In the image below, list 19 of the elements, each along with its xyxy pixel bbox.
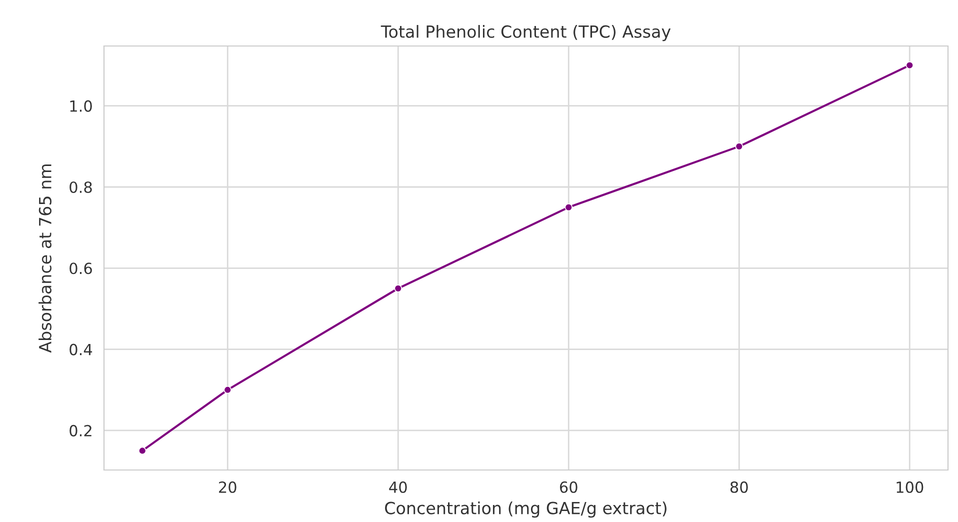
point bbox=[138, 446, 146, 455]
y-tick-label: 0.8 bbox=[70, 181, 92, 194]
point bbox=[564, 203, 573, 212]
x-tick-label: 40 bbox=[389, 481, 407, 493]
point bbox=[735, 142, 744, 150]
y-axis-title: Absorbance at 765 nm bbox=[38, 164, 52, 353]
point bbox=[906, 61, 914, 70]
chart-title: Total Phenolic Content (TPC) Assay bbox=[380, 25, 671, 42]
y-tick-label: 1.0 bbox=[70, 100, 92, 112]
y-tick-label: 0.4 bbox=[70, 344, 92, 356]
point bbox=[224, 386, 232, 394]
y-tick-label: 0.6 bbox=[70, 262, 92, 274]
x-tick-label: 80 bbox=[730, 481, 748, 493]
x-axis-title: Concentration (mg GAE/g extract) bbox=[385, 501, 666, 518]
x-tick-label: 100 bbox=[896, 481, 924, 493]
y-tick-label: 0.2 bbox=[70, 424, 92, 436]
x-tick-label: 20 bbox=[219, 481, 236, 493]
point bbox=[394, 284, 402, 292]
x-tick-label: 60 bbox=[560, 481, 578, 493]
